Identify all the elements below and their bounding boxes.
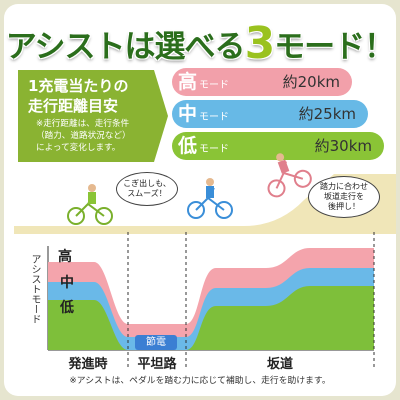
bicycle-icon-start: [67, 184, 113, 225]
distance-note-line3: によって変化します。: [36, 143, 121, 153]
bubble-start: こぎ出しも、 スムーズ！: [116, 172, 178, 206]
bicycle-icon-flat: [187, 178, 233, 219]
savings-badge: 節電: [135, 335, 177, 350]
title-number: 3: [244, 18, 276, 69]
mode-distance-low: 約30km: [314, 137, 372, 155]
page-title: アシストは選べる3モード！: [4, 18, 396, 69]
distance-heading-line1: 1充電当たりの: [28, 77, 129, 95]
distance-heading-line2: 走行距離目安: [28, 97, 119, 115]
mode-label-high: 高モード: [178, 71, 230, 93]
mode-label-mid: 中モード: [178, 103, 230, 125]
chart-y-label: アシストモード: [29, 254, 40, 324]
assist-mode-chart: [14, 153, 396, 370]
mode-row-mid: 中モード 約25km: [172, 100, 368, 128]
distance-info-box: 1充電当たりの 走行距離目安 ※走行距離は、走行条件 （踏力、道路状況など） に…: [18, 70, 154, 162]
distance-note-line1: ※走行距離は、走行条件: [36, 119, 130, 129]
mode-label-low: 低モード: [178, 135, 230, 157]
road-surface: [14, 174, 396, 234]
level-mid-label: 中: [60, 275, 74, 291]
distance-note: ※走行距離は、走行条件 （踏力、道路状況など） によって変化します。: [36, 118, 148, 154]
distance-note-line2: （踏力、道路状況など）: [36, 131, 131, 141]
section-flat: 平坦路: [137, 357, 177, 372]
mode-distance-mid: 約25km: [298, 105, 356, 123]
footnote: ※アシストは、ペダルを踏む力に応じて補助し、走行を助けます。: [69, 376, 331, 386]
level-high-label: 高: [58, 249, 72, 265]
bicycle-icon-slope: [267, 153, 312, 198]
title-part1: アシストは選べる: [5, 29, 246, 65]
bubble-slope: 踏力に合わせ 坂道走行を 後押し！: [308, 176, 380, 218]
title-part2: モード！: [274, 29, 395, 65]
infographic-card: アシストは選べる3モード！ 1充電当たりの 走行距離目安 ※走行距離は、走行条件…: [4, 4, 396, 396]
section-start: 発進時: [68, 357, 108, 372]
band-low: [48, 286, 374, 350]
info-arrow: [154, 70, 168, 162]
mode-row-high: 高モード 約20km: [172, 68, 352, 96]
section-slope: 坂道: [266, 357, 293, 372]
level-low-label: 低: [60, 300, 74, 316]
mode-distance-high: 約20km: [282, 73, 340, 91]
distance-heading: 1充電当たりの 走行距離目安: [28, 76, 148, 116]
